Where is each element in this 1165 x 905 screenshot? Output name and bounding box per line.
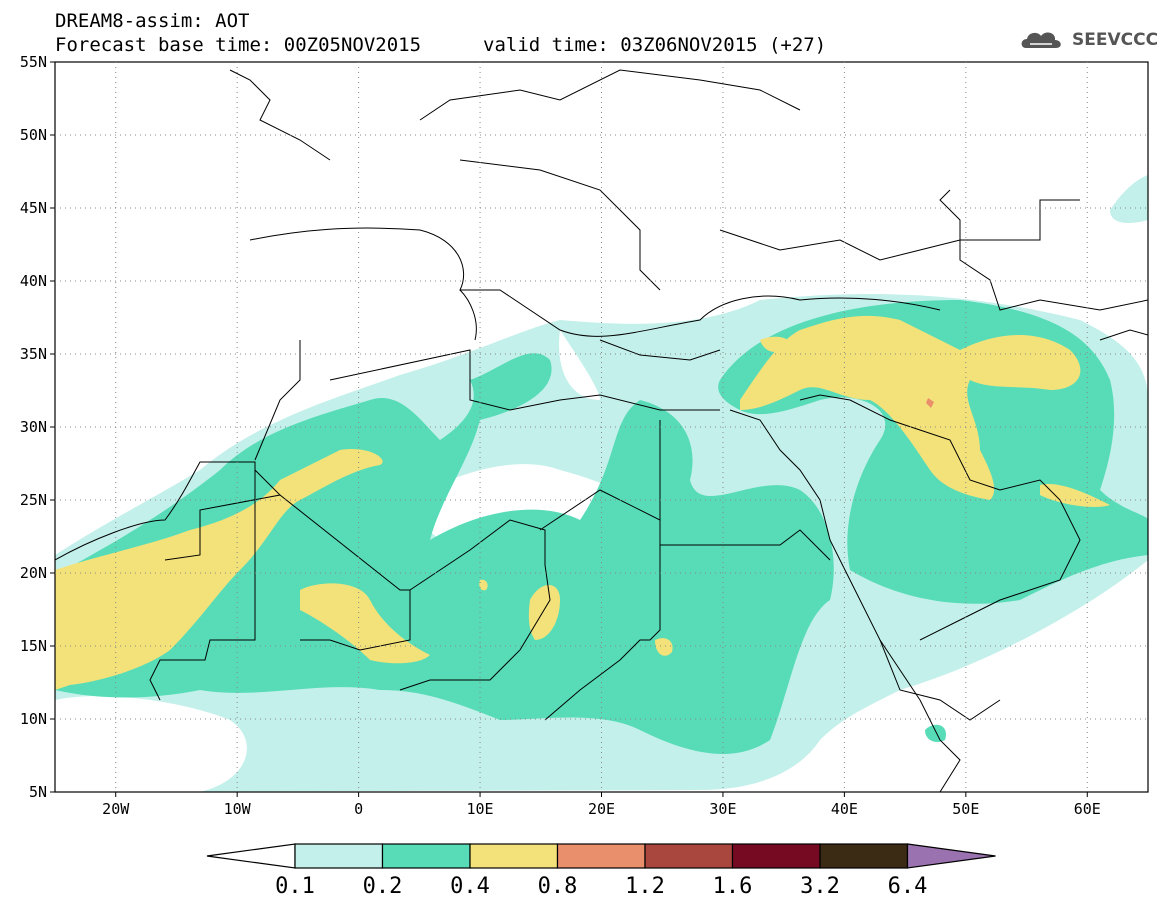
colorbar-under-arrow — [206, 843, 296, 869]
longitude-labels: 20W 10W 0 10E 20E 30E 40E 50E 60E — [102, 792, 1101, 818]
lat-label: 25N — [20, 491, 47, 509]
colorbar-over-arrow — [906, 843, 996, 869]
colorbar-label: 0.1 — [275, 874, 315, 899]
base-time-label: Forecast base time: 00Z05NOV2015 — [55, 34, 422, 56]
lon-label: 20E — [588, 800, 615, 818]
colorbar-label: 0.2 — [363, 874, 403, 899]
colorbar-label: 1.2 — [625, 874, 665, 899]
product-title: DREAM8-assim: AOT — [55, 10, 250, 32]
colorbar-label: 0.8 — [538, 874, 578, 899]
lat-label: 10N — [20, 710, 47, 728]
colorbar: 0.1 0.2 0.4 0.8 1.2 1.6 3.2 6.4 — [206, 843, 996, 899]
colorbar-swatch — [469, 843, 559, 869]
lat-label: 40N — [20, 272, 47, 290]
colorbar-label: 1.6 — [713, 874, 753, 899]
lat-label: 5N — [29, 783, 47, 801]
aot-band-0.8 — [926, 398, 934, 408]
graticule — [55, 62, 1148, 792]
lon-label: 60E — [1074, 800, 1101, 818]
lon-label: 10E — [467, 800, 494, 818]
colorbar-swatch — [294, 843, 384, 869]
cloud-logo-icon — [1021, 32, 1061, 48]
colorbar-label: 0.4 — [450, 874, 490, 899]
lat-label: 35N — [20, 345, 47, 363]
lon-label: 50E — [952, 800, 979, 818]
aot-band-0.4 — [55, 315, 1110, 690]
colorbar-swatch — [819, 843, 909, 869]
latitude-labels: 55N 50N 45N 40N 35N 30N 25N 20N 15N 10N 5N — [20, 53, 55, 801]
colorbar-label: 3.2 — [800, 874, 840, 899]
lat-label: 30N — [20, 418, 47, 436]
valid-time-label: valid time: 03Z06NOV2015 (+27) — [483, 34, 827, 56]
lat-label: 50N — [20, 126, 47, 144]
lat-label: 20N — [20, 564, 47, 582]
logo-text: SEEVCCC — [1072, 30, 1159, 50]
lon-label: 0 — [354, 800, 363, 818]
lon-label: 20W — [102, 800, 130, 818]
colorbar-label: 6.4 — [888, 874, 928, 899]
lon-label: 40E — [831, 800, 858, 818]
lon-label: 10W — [224, 800, 252, 818]
aot-field — [55, 69, 1148, 792]
lat-label: 15N — [20, 637, 47, 655]
lat-label: 55N — [20, 53, 47, 71]
colorbar-swatch — [644, 843, 734, 869]
colorbar-swatch — [556, 843, 646, 869]
lat-label: 45N — [20, 199, 47, 217]
colorbar-swatch — [731, 843, 821, 869]
colorbar-swatch — [381, 843, 471, 869]
lon-label: 30E — [709, 800, 736, 818]
